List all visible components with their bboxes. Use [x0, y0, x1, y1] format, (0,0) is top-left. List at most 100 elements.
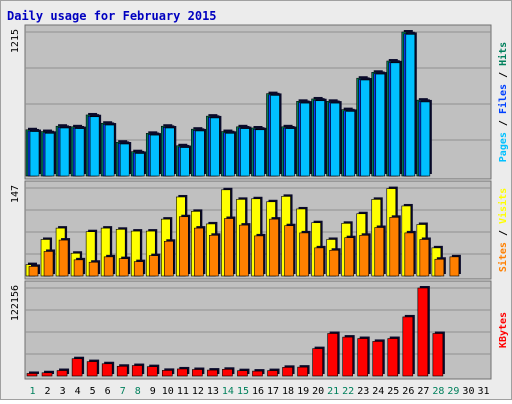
- bar-sites-day-12: [194, 227, 204, 277]
- bar-pages-day-20: [315, 100, 325, 177]
- bar-kbytes-day-18: [282, 367, 293, 377]
- bar-sites-day-8: [133, 261, 144, 277]
- bar-shadow: [29, 371, 39, 374]
- bar-sites-day-9: [148, 255, 159, 277]
- bar-sites-day-16: [254, 235, 264, 277]
- bar-sites-day-2: [43, 251, 54, 277]
- bar-sites-day-28: [434, 258, 445, 277]
- bar-sites-day-10: [163, 240, 174, 277]
- bar-kbytes-day-23: [357, 338, 369, 377]
- bar-kbytes-day-1: [26, 373, 38, 377]
- bar-pages-day-4: [74, 128, 85, 177]
- bar-kbytes-day-14: [222, 369, 233, 377]
- x-tick-label-day-29: 29: [447, 386, 459, 397]
- bar-kbytes-day-17: [267, 370, 278, 377]
- chart-panel-1: 1215 Pages / Files / Hits: [10, 24, 509, 180]
- bar-sites-day-11: [179, 216, 189, 277]
- chart-title: Daily usage for February 2015: [7, 9, 217, 23]
- bar-kbytes-day-15: [237, 370, 248, 377]
- bar-pages-day-13: [210, 117, 220, 177]
- bar-pages-day-5: [89, 116, 100, 177]
- legend-separator: /: [498, 224, 509, 242]
- legend-separator: /: [498, 66, 509, 84]
- x-tick-label-day-31: 31: [477, 386, 489, 397]
- bar-pages-day-26: [405, 34, 416, 177]
- x-tick-label-day-17: 17: [267, 386, 279, 397]
- bar-pages-day-1: [29, 131, 40, 177]
- x-tick-label-day-26: 26: [402, 386, 414, 397]
- bar-kbytes-day-7: [116, 365, 128, 377]
- legend-text: Sites / Visits: [497, 188, 509, 272]
- x-tick-label-day-12: 12: [192, 386, 204, 397]
- bar-kbytes-day-21: [327, 333, 338, 377]
- bar-pages-day-6: [104, 124, 115, 177]
- x-tick-label-day-1: 1: [30, 386, 36, 397]
- bar-kbytes-day-9: [146, 366, 158, 377]
- bar-kbytes-day-2: [41, 372, 53, 377]
- bar-sites-day-13: [209, 234, 219, 277]
- legend-sites: Sites: [497, 242, 509, 272]
- bar-sites-day-6: [103, 256, 114, 277]
- bar-pages-day-14: [225, 133, 235, 177]
- x-tick-label-day-10: 10: [162, 386, 174, 397]
- bar-pages-day-17: [270, 95, 280, 177]
- bar-pages-day-23: [360, 79, 371, 177]
- legend-visits: Visits: [497, 188, 509, 224]
- bar-sites-day-7: [118, 258, 129, 277]
- bar-sites-day-20: [314, 247, 324, 277]
- bar-sites-day-3: [58, 239, 69, 277]
- legend-text: Pages / Files / Hits: [497, 42, 509, 162]
- bar-kbytes-day-10: [161, 370, 173, 377]
- bar-sites-day-24: [374, 227, 385, 277]
- bar-kbytes-day-27: [417, 287, 429, 377]
- bar-sites-day-18: [284, 225, 294, 277]
- x-tick-label-day-18: 18: [282, 386, 294, 397]
- x-tick-label-day-13: 13: [207, 386, 219, 397]
- x-tick-label-day-27: 27: [417, 386, 429, 397]
- bar-sites-day-1: [28, 266, 39, 277]
- x-tick-label-day-6: 6: [105, 386, 111, 397]
- legend-pages: Pages: [498, 132, 509, 162]
- x-tick-label-day-25: 25: [387, 386, 399, 397]
- bar-pages-day-2: [44, 133, 55, 177]
- bar-pages-day-27: [420, 101, 431, 177]
- bar-kbytes-day-26: [402, 316, 414, 377]
- bar-sites-day-17: [269, 218, 279, 277]
- x-tick-label-day-20: 20: [312, 386, 324, 397]
- x-tick-label-day-15: 15: [237, 386, 249, 397]
- x-tick-label-day-4: 4: [75, 386, 81, 397]
- bar-pages-day-12: [195, 130, 205, 177]
- bar-pages-day-18: [285, 128, 295, 177]
- bar-sites-day-15: [239, 224, 249, 277]
- bar-sites-day-21: [329, 249, 339, 277]
- bar-pages-day-15: [240, 128, 250, 177]
- legend-separator: /: [498, 114, 509, 132]
- x-tick-label-day-28: 28: [432, 386, 444, 397]
- bar-pages-day-24: [375, 73, 386, 177]
- bar-sites-day-26: [404, 232, 415, 277]
- bar-kbytes-day-11: [177, 368, 188, 377]
- x-tick-label-day-22: 22: [342, 386, 354, 397]
- x-tick-label-day-16: 16: [252, 386, 264, 397]
- bar-pages-day-22: [345, 111, 355, 177]
- x-tick-label-day-5: 5: [90, 386, 96, 397]
- legend-kbytes: KBytes: [498, 312, 509, 348]
- bar-sites-day-4: [73, 259, 84, 277]
- y-axis-max-label: 1215: [10, 29, 21, 53]
- bar-kbytes-day-3: [56, 370, 68, 377]
- bar-kbytes-day-5: [86, 361, 98, 377]
- bar-kbytes-day-24: [372, 341, 384, 377]
- bar-pages-day-11: [180, 147, 190, 177]
- x-tick-label-day-24: 24: [372, 386, 384, 397]
- bar-pages-day-9: [149, 134, 160, 177]
- bar-kbytes-day-4: [71, 358, 83, 377]
- x-tick-label-day-23: 23: [357, 386, 369, 397]
- bar-pages-day-19: [300, 102, 310, 177]
- y-axis-max-label: 122156: [10, 285, 21, 321]
- x-tick-label-day-9: 9: [150, 386, 156, 397]
- bar-pages-day-16: [255, 129, 265, 177]
- bar-sites-day-23: [359, 234, 370, 277]
- y-axis-max-label: 147: [10, 185, 21, 203]
- bar-sites-day-29: [449, 256, 460, 277]
